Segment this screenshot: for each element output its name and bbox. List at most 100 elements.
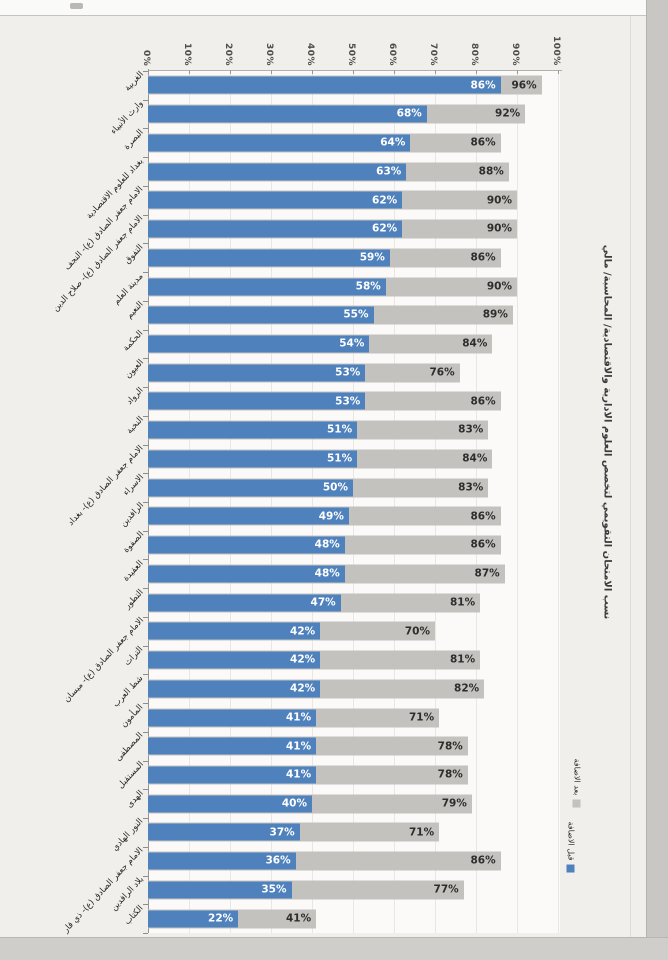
photo-artifact-mark — [70, 3, 83, 9]
category-axis-tick — [143, 731, 148, 733]
value-axis-tick — [230, 70, 231, 74]
category-label: المستقبل — [115, 759, 146, 791]
category-label: النخبة — [124, 414, 146, 437]
category-axis-tick — [143, 185, 148, 187]
category-label: العيون — [123, 357, 146, 381]
category-axis-tick — [143, 933, 148, 934]
after-value-label: 86% — [470, 538, 496, 551]
after-value-label: 70% — [404, 625, 430, 638]
category-axis-tick — [143, 243, 148, 245]
after-value-label: 86% — [470, 510, 496, 523]
legend-swatch-before — [567, 864, 575, 873]
before-value-label: 49% — [318, 510, 344, 523]
category-axis-tick — [143, 415, 148, 417]
category-axis-line — [148, 69, 149, 933]
category-axis-tick — [143, 473, 148, 475]
value-axis-tick-label: 70% — [428, 42, 438, 66]
before-value-label: 42% — [290, 653, 316, 666]
before-value-label: 47% — [310, 596, 336, 609]
category-label: التراث — [122, 644, 146, 668]
legend-item-before: قبل الاضافة — [567, 822, 576, 873]
legend-label-before: قبل الاضافة — [566, 821, 576, 861]
before-value-label: 63% — [376, 165, 402, 178]
bar-row: 70% 42% — [148, 617, 558, 646]
bar-row: 90% 62% — [148, 186, 558, 215]
category-axis-tick — [143, 588, 148, 590]
before-bar: 42% — [148, 680, 321, 698]
category-axis-tick — [143, 703, 148, 705]
value-axis-tick-label: 0% — [141, 49, 151, 66]
before-value-label: 68% — [396, 107, 422, 120]
plot-area — [148, 70, 560, 933]
gridline — [558, 70, 559, 933]
category-label: الرافدين — [118, 500, 146, 530]
category-axis-tick — [143, 818, 148, 820]
category-axis-tick — [143, 329, 148, 331]
bar-row: 76% 53% — [148, 358, 558, 387]
before-value-label: 42% — [290, 682, 316, 695]
value-axis-tick — [476, 70, 477, 74]
bar-row: 82% 42% — [148, 674, 558, 703]
bar-row: 81% 47% — [148, 588, 558, 617]
after-value-label: 86% — [470, 136, 496, 149]
before-value-label: 62% — [372, 222, 398, 235]
after-value-label: 90% — [486, 222, 512, 235]
before-value-label: 42% — [290, 625, 316, 638]
category-axis-tick — [143, 760, 148, 762]
gridline — [271, 70, 272, 933]
bar-row: 81% 42% — [148, 646, 558, 675]
after-value-label: 84% — [462, 337, 488, 350]
bar-row: 41% 22% — [148, 904, 558, 933]
category-axis-tick — [143, 214, 148, 216]
category-axis-tick — [143, 387, 148, 389]
category-label: الحكمة — [121, 328, 146, 354]
category-label: الصفوة — [120, 529, 146, 556]
before-bar: 49% — [148, 507, 349, 525]
value-axis-tick — [189, 70, 190, 74]
before-value-label: 41% — [285, 768, 312, 781]
before-value-label: 64% — [380, 136, 406, 149]
bar-row: 87% 48% — [148, 559, 558, 588]
gridline — [517, 70, 518, 933]
legend-label-after: بعد الاضافة — [572, 758, 582, 796]
bar-row: 78% 41% — [148, 761, 558, 790]
gridline — [312, 70, 313, 933]
value-axis-tick — [394, 70, 395, 74]
bar-row: 77% 35% — [148, 876, 558, 905]
category-axis-tick — [143, 358, 148, 360]
before-bar: 62% — [148, 191, 403, 209]
category-axis-tick — [143, 71, 148, 72]
before-value-label: 51% — [326, 452, 353, 465]
bar-row: 84% 51% — [148, 445, 558, 474]
before-value-label: 55% — [343, 308, 369, 321]
bar-row: 90% 62% — [148, 215, 558, 244]
before-value-label: 41% — [285, 711, 312, 724]
before-bar: 48% — [148, 536, 345, 554]
bar-row: 83% 50% — [148, 473, 558, 502]
bar-row: 88% 63% — [148, 157, 558, 186]
after-value-label: 77% — [433, 883, 459, 896]
value-axis-tick — [271, 70, 272, 74]
before-value-label: 36% — [265, 854, 291, 867]
category-label: التطور — [122, 587, 146, 611]
gridline — [435, 70, 436, 933]
before-value-label: 54% — [339, 337, 365, 350]
category-axis-tick — [143, 157, 148, 159]
bar-row: 86% 36% — [148, 847, 558, 876]
after-value-label: 90% — [486, 194, 512, 207]
gridline — [230, 70, 231, 933]
before-bar: 40% — [148, 795, 312, 813]
value-axis-tick — [353, 70, 354, 74]
bar-row: 86% 53% — [148, 387, 558, 416]
bar-row: 84% 54% — [148, 330, 558, 359]
chart-title: نسب الامتحان التقويمي لتخصص العلوم الادا… — [601, 244, 613, 620]
after-value-label: 83% — [458, 423, 484, 436]
after-value-label: 41% — [285, 912, 312, 925]
value-axis-tick-label: 50% — [346, 42, 356, 66]
bar-row: 78% 41% — [148, 732, 558, 761]
after-value-label: 78% — [437, 740, 463, 752]
before-bar: 42% — [148, 651, 321, 669]
category-axis-tick — [143, 846, 148, 848]
after-value-label: 78% — [437, 768, 463, 781]
